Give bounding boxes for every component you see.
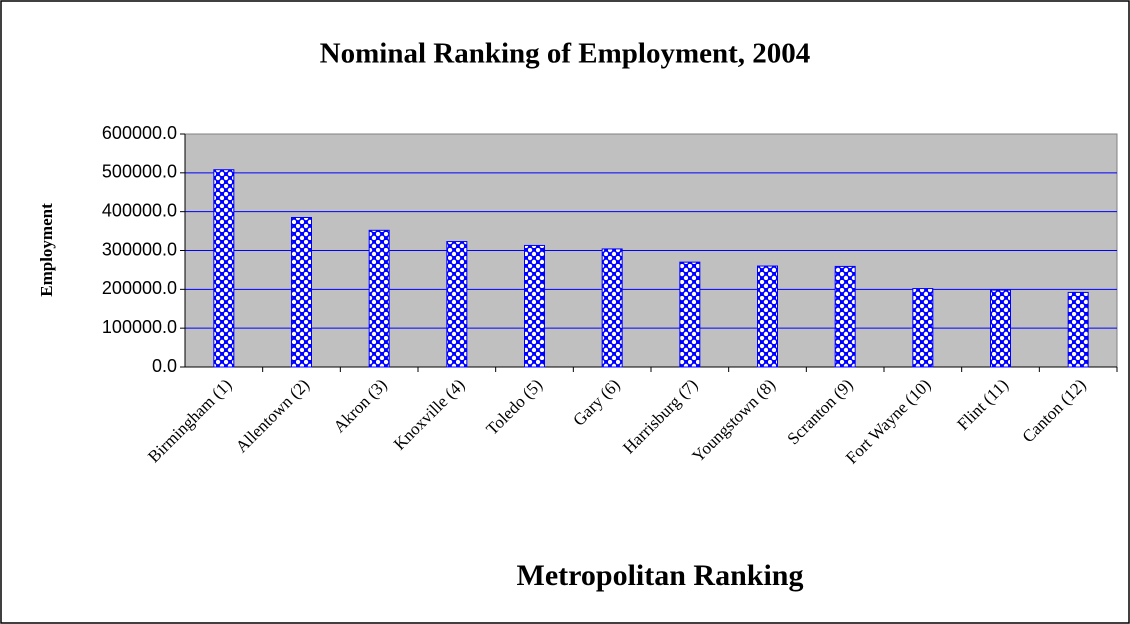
y-tick-label: 0.0: [152, 356, 177, 376]
chart-title: Nominal Ranking of Employment, 2004: [320, 38, 811, 70]
bar: [679, 261, 701, 368]
bar: [524, 244, 545, 368]
x-axis-title: Metropolitan Ranking: [517, 559, 804, 592]
bar: [757, 265, 778, 368]
bar: [912, 288, 934, 368]
y-tick-label: 600000.0: [102, 123, 177, 143]
y-tick-label: 100000.0: [102, 317, 177, 337]
bar: [291, 216, 312, 368]
bar: [1067, 291, 1089, 368]
bar: [601, 248, 623, 368]
y-tick-label: 200000.0: [102, 278, 177, 298]
y-tick-label: 400000.0: [102, 200, 177, 220]
y-axis-title: Employment: [37, 203, 56, 297]
bar: [990, 289, 1011, 368]
bar: [834, 265, 856, 368]
y-tick-label: 300000.0: [102, 239, 177, 259]
bar: [368, 229, 390, 368]
bar: [446, 241, 468, 368]
bar: [213, 169, 235, 368]
y-tick-label: 500000.0: [102, 162, 177, 182]
